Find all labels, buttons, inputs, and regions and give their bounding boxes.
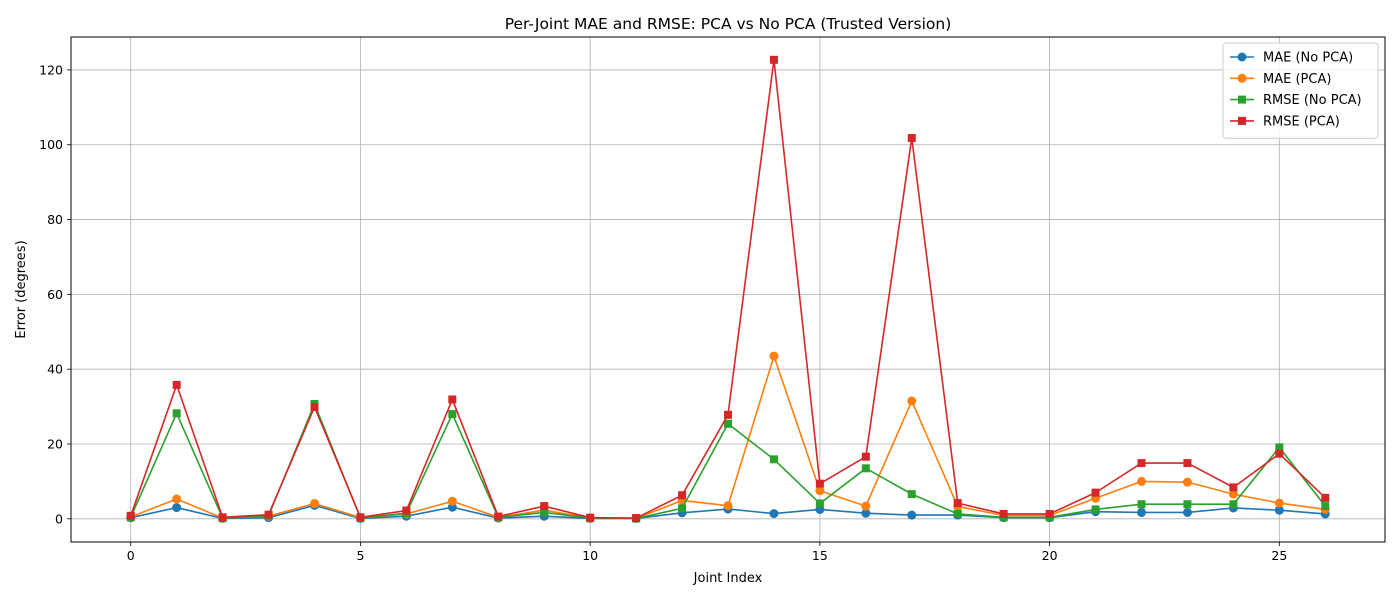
data-point [815,479,824,488]
data-point [953,509,962,518]
data-point [724,419,732,428]
data-point [1238,95,1246,104]
series-rmse-pca [126,55,1330,523]
data-point [586,513,595,522]
data-point [1136,507,1146,517]
data-point [1238,116,1246,125]
data-point [953,499,962,508]
data-point [1274,498,1284,508]
legend-item: RMSE (PCA) [1230,114,1340,129]
data-point [907,510,917,520]
data-point [1274,505,1284,515]
data-point [494,512,503,521]
x-axis-label: Joint Index [693,571,763,586]
data-point [126,511,135,520]
data-point [402,506,411,515]
data-point [356,513,365,522]
legend-item: MAE (PCA) [1230,72,1331,87]
data-point [1182,477,1192,487]
data-point [632,514,641,523]
axis-ticks: 0 5 10 15 20 25 0 20 40 60 80 100 120 [39,62,1287,563]
data-point [769,351,779,361]
x-tick-label: 5 [356,548,364,563]
data-point [1183,459,1192,468]
x-tick-label: 20 [1042,548,1058,563]
legend-label: MAE (PCA) [1263,72,1331,87]
legend-item: MAE (No PCA) [1230,51,1353,66]
legend-label: MAE (No PCA) [1263,51,1353,66]
y-axis-label: Error (degrees) [14,240,29,338]
x-tick-label: 25 [1271,548,1287,563]
data-point [1237,52,1247,62]
plot-frame [70,36,1386,543]
y-tick-label: 40 [47,362,63,377]
legend-label: RMSE (No PCA) [1263,93,1362,108]
data-point [723,501,733,511]
data-point [1137,459,1146,468]
data-point [172,494,182,504]
x-tick-label: 0 [127,548,135,563]
data-point [907,490,916,499]
data-point [1229,500,1238,509]
data-series [126,55,1330,523]
data-point [1183,500,1192,509]
legend: MAE (No PCA) MAE (PCA) RMSE (No PCA) RMSE (… [1222,42,1379,139]
data-point [1136,476,1146,486]
data-point [540,502,549,511]
data-point [1321,502,1330,511]
data-point [218,513,227,522]
y-tick-label: 120 [39,62,63,77]
data-point [678,504,687,513]
data-point [861,464,870,473]
data-point [861,452,870,461]
data-point [1045,509,1054,518]
data-point [310,402,319,411]
y-tick-label: 100 [39,137,63,152]
y-tick-label: 60 [47,287,63,302]
data-point [999,509,1008,518]
data-point [1237,73,1247,83]
data-point [769,509,779,519]
x-tick-label: 10 [582,548,598,563]
data-point [1321,493,1330,502]
y-tick-label: 20 [47,436,63,451]
data-point [1137,500,1146,509]
data-point [448,395,457,404]
grid [71,37,1385,542]
data-point [1091,488,1100,497]
data-point [264,510,273,519]
data-point [678,491,687,500]
legend-label: RMSE (PCA) [1263,114,1340,129]
data-point [724,410,732,419]
data-point [815,499,824,508]
x-tick-label: 15 [812,548,828,563]
data-point [540,508,549,517]
data-point [310,498,320,508]
data-point [769,455,778,464]
data-point [447,496,457,506]
legend-item: RMSE (No PCA) [1230,93,1362,108]
data-point [861,501,871,511]
data-point [172,409,181,418]
data-point [861,508,871,518]
chart-title: Per-Joint MAE and RMSE: PCA vs No PCA (T… [505,15,952,33]
data-point [1275,449,1284,458]
data-point [172,503,182,513]
data-point [769,55,778,64]
data-point [172,380,181,389]
data-point [1229,483,1238,492]
data-point [1275,443,1284,452]
data-point [907,396,917,406]
data-point [1182,507,1192,517]
data-point [448,410,457,419]
data-point [1228,489,1238,499]
data-point [1091,505,1100,514]
data-point [815,486,825,496]
y-tick-label: 80 [47,212,63,227]
y-tick-label: 0 [55,511,63,526]
data-point [907,134,916,142]
legend-box [1222,42,1379,139]
